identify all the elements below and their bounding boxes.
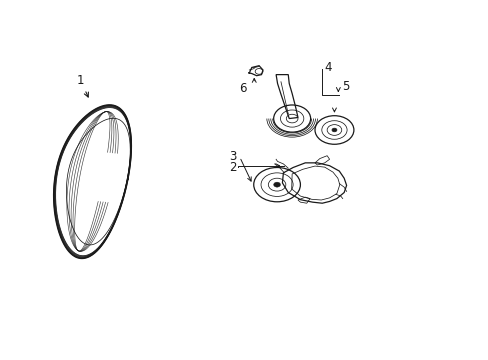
Circle shape [273,182,280,187]
Text: 5: 5 [341,80,348,93]
Text: 4: 4 [324,61,331,74]
Circle shape [331,128,336,132]
Text: 3: 3 [228,150,236,163]
Text: 6: 6 [239,82,246,95]
Text: 2: 2 [228,161,236,174]
Text: 1: 1 [77,73,88,97]
